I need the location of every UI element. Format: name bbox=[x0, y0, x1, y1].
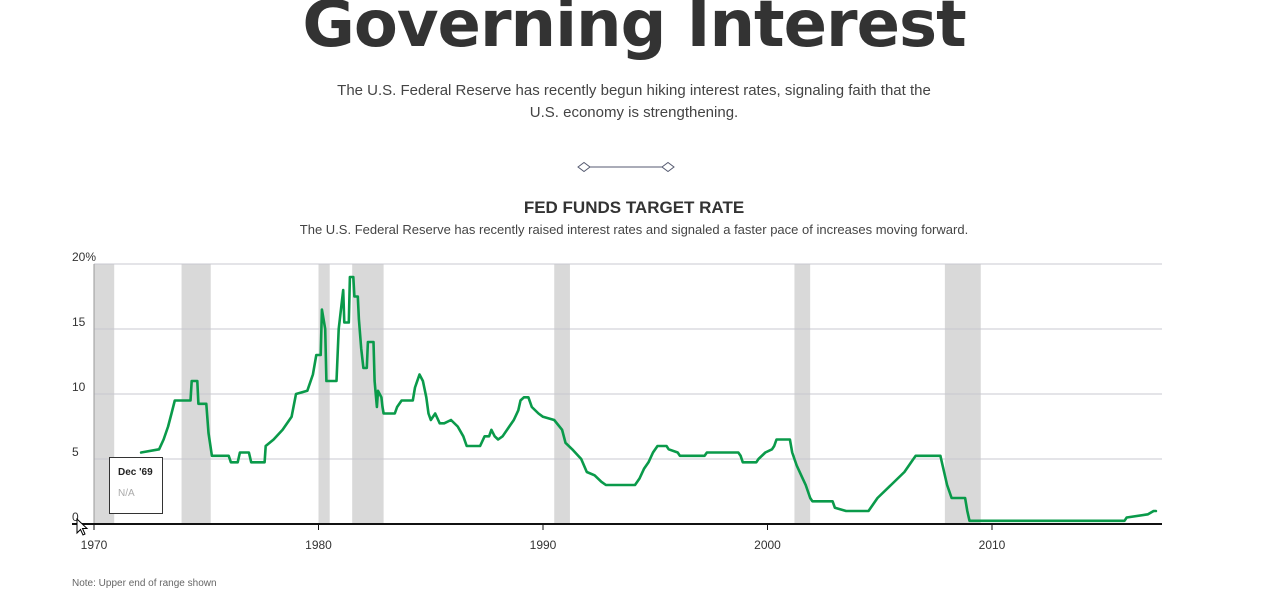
ornamental-divider bbox=[577, 161, 675, 173]
diamond-icon bbox=[661, 161, 675, 173]
gridlines bbox=[94, 263, 1162, 460]
tooltip-value: N/A bbox=[118, 488, 135, 499]
x-tick-label: 2010 bbox=[979, 538, 1006, 552]
rate-line-group bbox=[139, 275, 1158, 523]
rate-line[interactable] bbox=[139, 275, 1158, 523]
y-tick-label: 5 bbox=[72, 445, 79, 459]
diamond-icon bbox=[577, 161, 591, 173]
chart-title: FED FUNDS TARGET RATE bbox=[523, 198, 745, 217]
hover-tooltip: Dec '69 N/A bbox=[109, 457, 163, 514]
x-tick-label: 2000 bbox=[754, 538, 781, 552]
y-tick-label: 0 bbox=[72, 510, 79, 524]
y-tick-label: 20% bbox=[72, 250, 96, 264]
y-tick-label: 10 bbox=[72, 380, 86, 394]
tooltip-date: Dec '69 bbox=[118, 467, 153, 478]
x-tick-label: 1980 bbox=[305, 538, 332, 552]
chart-subtitle: The U.S. Federal Reserve has recently ra… bbox=[299, 222, 969, 237]
x-tick-label: 1970 bbox=[81, 538, 108, 552]
x-tick-label: 1990 bbox=[530, 538, 557, 552]
cursor-icon bbox=[76, 518, 89, 536]
chart-note: Note: Upper end of range shown bbox=[72, 578, 217, 589]
headline: Governing Interest bbox=[302, 0, 966, 62]
y-tick-label: 15 bbox=[72, 315, 86, 329]
deck: The U.S. Federal Reserve has recently be… bbox=[337, 82, 931, 121]
